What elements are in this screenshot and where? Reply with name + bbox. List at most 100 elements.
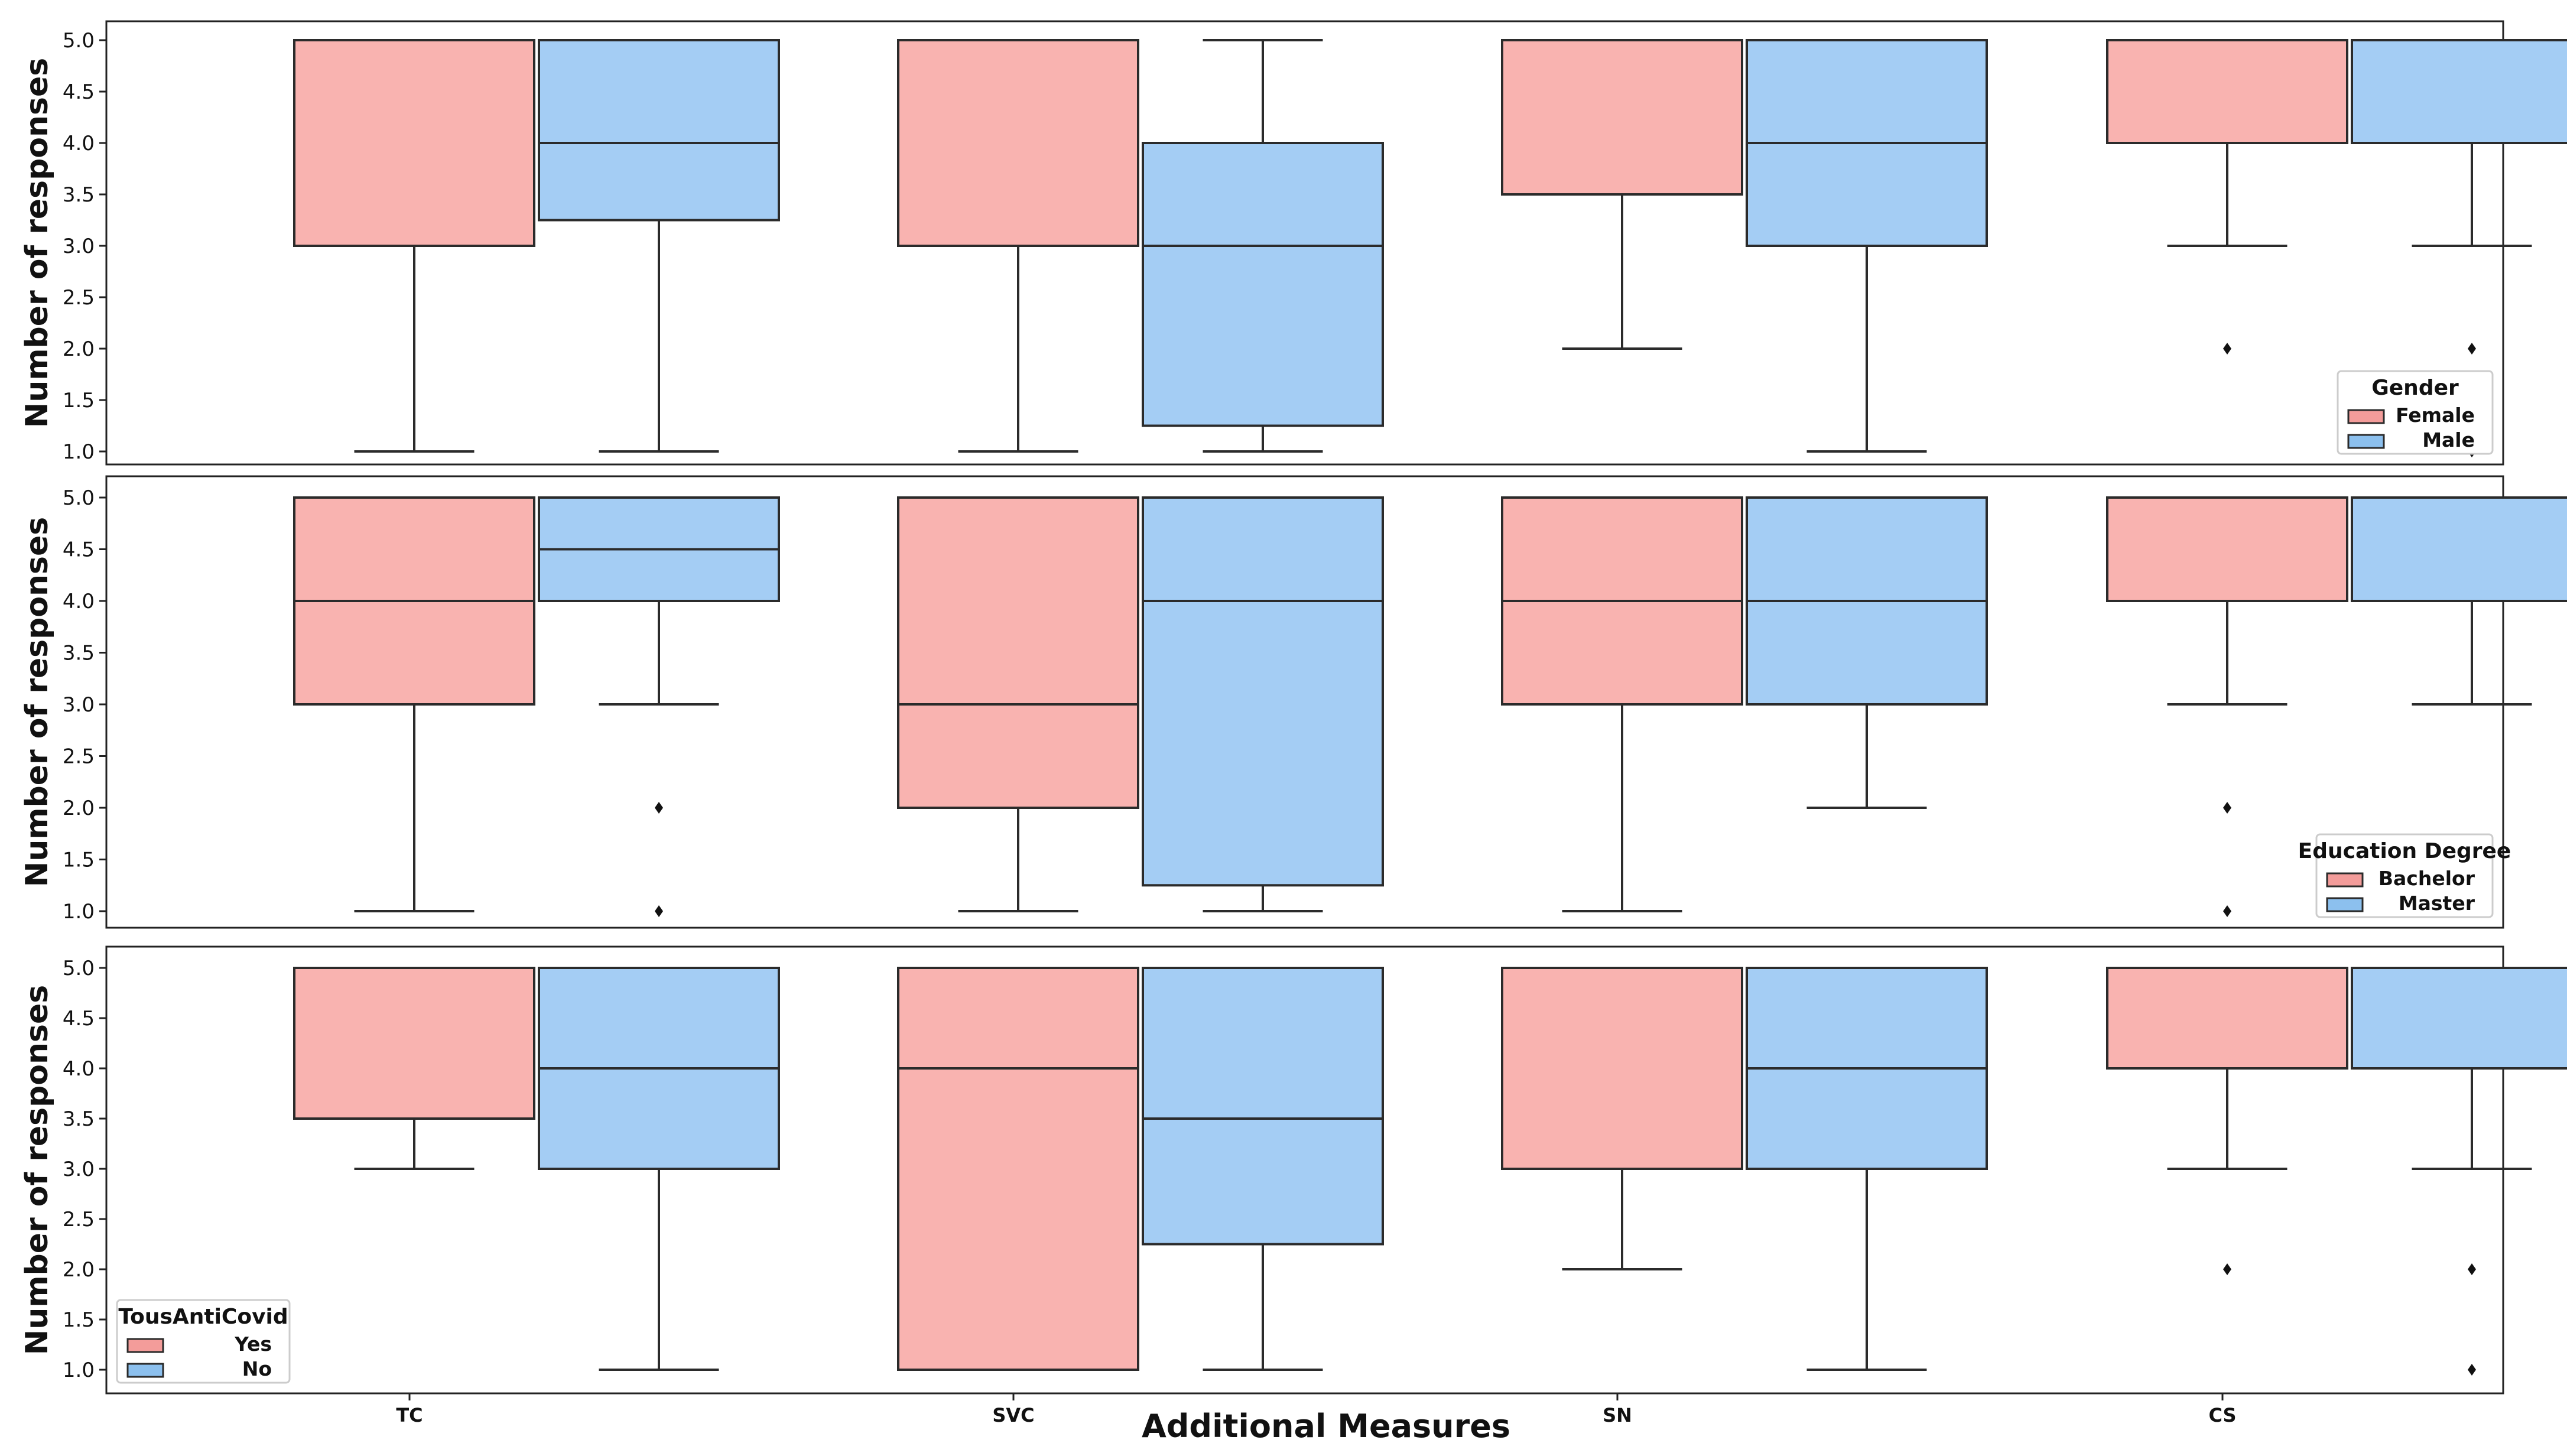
x-tick-label-tc: TC xyxy=(396,1404,423,1426)
box-no-svc xyxy=(1142,967,1384,1371)
panels-layer: 1.0 1.5 2.0 2.5 3.0 3.5 4.0 4.5 5.0 Number of res… xyxy=(20,20,2567,1426)
y-tick-label: 2.0 xyxy=(63,337,95,361)
box-no-tc xyxy=(538,967,780,1371)
legend-entry-female: Female xyxy=(2396,404,2475,427)
box-body xyxy=(897,967,1139,1371)
y-tick-label: 2.5 xyxy=(63,1208,95,1231)
box-body xyxy=(538,39,780,222)
panel-3: 1.0 1.5 2.0 2.5 3.0 3.5 4.0 4.5 5.0 Number of res… xyxy=(20,945,2567,1426)
x-axis-title: Additional Measures xyxy=(1142,1408,1510,1445)
legend-entry-bachelor: Bachelor xyxy=(2378,867,2475,890)
y-tick-label: 5.0 xyxy=(63,486,95,510)
box-female-tc xyxy=(293,39,535,453)
legend-swatch-master xyxy=(2326,897,2364,912)
box-yes-sn xyxy=(1501,967,1743,1270)
box-body xyxy=(2106,967,2348,1070)
y-tick-label: 3.5 xyxy=(63,1107,95,1131)
box-master-cs xyxy=(2351,496,2567,706)
y-axis-title: Number of responses xyxy=(20,517,55,887)
legend-swatch-bachelor xyxy=(2326,872,2364,888)
y-tick-label: 2.5 xyxy=(63,286,95,310)
box-male-cs xyxy=(2351,39,2567,457)
legend-frame xyxy=(2315,833,2494,918)
box-bachelor-svc xyxy=(897,496,1139,912)
legend-swatch-female xyxy=(2347,409,2385,424)
legend-entry-master: Master xyxy=(2399,892,2475,915)
legend-entry-yes: Yes xyxy=(234,1332,272,1356)
y-tick-label: 4.0 xyxy=(63,590,95,613)
box-body xyxy=(897,39,1139,247)
y-tick-label: 5.0 xyxy=(63,957,95,980)
y-tick-label: 1.0 xyxy=(63,900,95,924)
legend-entry-no: No xyxy=(242,1357,272,1380)
box-bachelor-cs xyxy=(2106,496,2348,917)
box-bachelor-sn xyxy=(1501,496,1743,912)
y-tick-label: 3.5 xyxy=(63,183,95,207)
y-tick-label: 4.5 xyxy=(63,538,95,562)
outlier-marker xyxy=(2223,905,2231,917)
box-body xyxy=(1501,39,1743,196)
y-tick-label: 1.0 xyxy=(63,1358,95,1382)
panel-frame xyxy=(105,475,2504,929)
box-yes-svc xyxy=(897,967,1139,1371)
y-tick-label: 2.5 xyxy=(63,745,95,769)
panel-frame xyxy=(105,20,2504,466)
y-tick-label: 4.0 xyxy=(63,132,95,155)
box-male-tc xyxy=(538,39,780,453)
box-body xyxy=(1142,967,1384,1246)
y-axis-title: Number of responses xyxy=(20,985,55,1355)
box-female-cs xyxy=(2106,39,2348,355)
box-body xyxy=(1501,967,1743,1170)
legend-swatch-male xyxy=(2347,434,2385,449)
box-female-svc xyxy=(897,39,1139,453)
box-male-sn xyxy=(1746,39,1988,453)
x-tick-label-sn: SN xyxy=(1603,1404,1632,1426)
box-body xyxy=(2351,39,2567,144)
box-master-sn xyxy=(1746,496,1988,809)
box-no-cs xyxy=(2351,967,2567,1376)
outlier-marker xyxy=(2468,1263,2476,1275)
box-male-svc xyxy=(1142,39,1384,453)
legend-entry-male: Male xyxy=(2422,428,2475,451)
box-body xyxy=(2351,967,2567,1070)
outlier-marker xyxy=(655,905,663,917)
box-yes-cs xyxy=(2106,967,2348,1275)
y-tick-label: 1.5 xyxy=(63,389,95,412)
outlier-marker xyxy=(2468,1364,2476,1376)
box-body xyxy=(2106,496,2348,602)
y-tick-label: 3.0 xyxy=(63,693,95,717)
legend-title: TousAntiCovid xyxy=(118,1305,288,1329)
y-tick-label: 2.0 xyxy=(63,1258,95,1282)
box-no-sn xyxy=(1746,967,1988,1371)
box-body xyxy=(1142,496,1384,887)
y-tick-label: 4.5 xyxy=(63,80,95,104)
y-tick-label: 1.0 xyxy=(63,440,95,464)
box-body xyxy=(1142,142,1384,427)
outlier-marker xyxy=(2223,1263,2231,1275)
box-body xyxy=(293,39,535,247)
x-tick-label-cs: CS xyxy=(2208,1404,2236,1426)
legend-title: Gender xyxy=(2371,376,2459,400)
y-tick-label: 4.5 xyxy=(63,1007,95,1031)
legend-swatch-no xyxy=(126,1363,164,1378)
box-body xyxy=(2351,496,2567,602)
outlier-marker xyxy=(2468,343,2476,355)
panel-2: 1.0 1.5 2.0 2.5 3.0 3.5 4.0 4.5 5.0 Number of res… xyxy=(20,475,2567,929)
y-tick-label: 2.0 xyxy=(63,797,95,820)
box-female-sn xyxy=(1501,39,1743,350)
box-master-tc xyxy=(538,496,780,917)
box-yes-tc xyxy=(293,967,535,1170)
y-tick-label: 3.5 xyxy=(63,642,95,665)
legend-frame xyxy=(116,1299,291,1384)
outlier-marker xyxy=(2223,802,2231,814)
legend-swatch-yes xyxy=(126,1338,164,1353)
box-body xyxy=(897,496,1139,809)
y-tick-label: 3.0 xyxy=(63,1158,95,1181)
legend-frame xyxy=(2337,370,2494,455)
panel-1: 1.0 1.5 2.0 2.5 3.0 3.5 4.0 4.5 5.0 Number of res… xyxy=(20,20,2567,466)
box-bachelor-tc xyxy=(293,496,535,912)
